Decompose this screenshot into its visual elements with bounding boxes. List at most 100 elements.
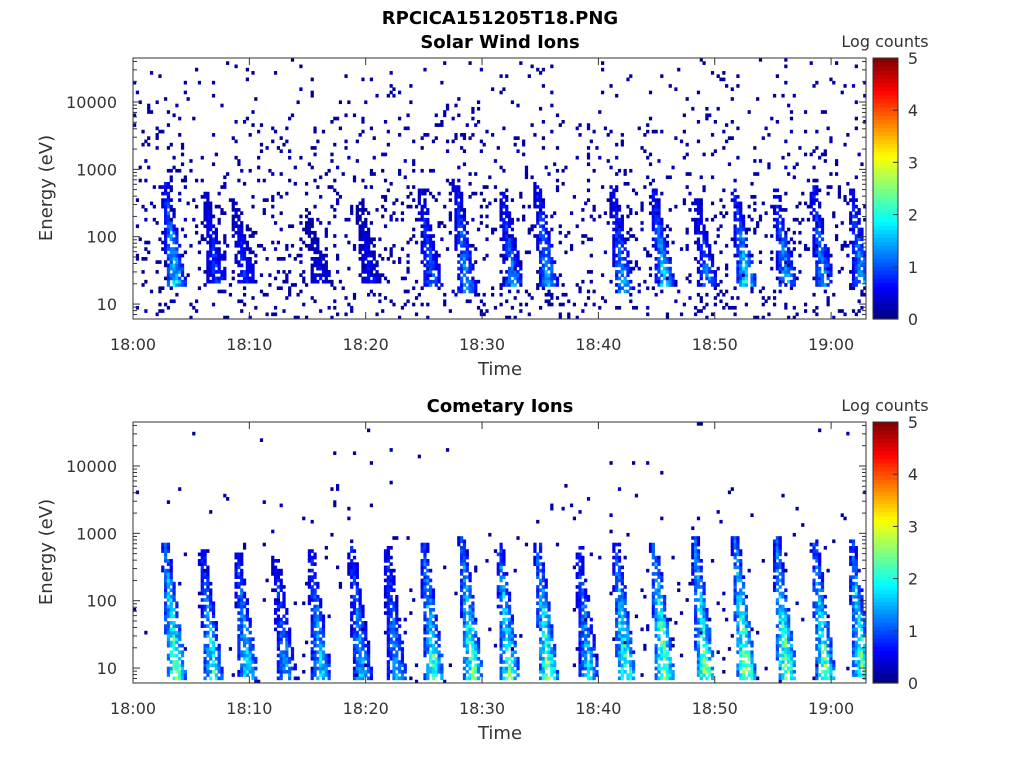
heatmap-cell [299,289,303,294]
heatmap-cell [403,676,407,681]
heatmap-cell [668,266,672,271]
heatmap-cell [462,283,467,287]
heatmap-cell [234,575,238,579]
heatmap-cell [169,250,173,255]
heatmap-cell [465,555,469,560]
heatmap-cell [240,273,244,277]
heatmap-cell [420,594,424,599]
heatmap-cell [259,289,264,294]
heatmap-cell [237,611,241,615]
heatmap-cell [510,279,514,284]
heatmap-cell [499,204,503,209]
heatmap-cell [352,607,357,612]
heatmap-cell [367,428,371,433]
heatmap-cell [457,191,461,196]
heatmap-cell [468,279,472,284]
heatmap-cell [437,253,441,258]
heatmap-cell [660,74,664,78]
heatmap-cell [169,266,173,271]
heatmap-cell [231,217,235,222]
heatmap-cell [169,666,173,671]
heatmap-cell [352,650,357,655]
heatmap-cell [479,660,483,664]
heatmap-cell [169,559,173,563]
heatmap-cell [465,250,469,255]
heatmap-cell [468,257,472,261]
heatmap-cell [544,230,548,235]
heatmap-cell [164,260,168,264]
heatmap-cell [203,581,207,586]
heatmap-cell [147,103,151,108]
heatmap-cell [507,666,512,671]
heatmap-cell [209,663,213,668]
heatmap-cell [502,221,506,225]
heatmap-cell [242,650,247,655]
heatmap-cell [460,201,464,206]
heatmap-cell [705,230,709,235]
heatmap-cell [237,653,241,658]
heatmap-cell [389,562,393,566]
heatmap-cell [753,279,757,284]
heatmap-cell [462,266,467,271]
heatmap-cell [395,617,399,622]
heatmap-cell [854,253,858,258]
heatmap-cell [578,617,582,622]
heatmap-cell [863,279,867,284]
heatmap-cell [626,260,630,264]
heatmap-cell [507,594,512,599]
heatmap-cell [276,634,280,638]
heatmap-cell [736,279,740,284]
heatmap-cell [860,227,864,232]
heatmap-cell [307,162,312,167]
heatmap-cell [389,555,393,560]
heatmap-cell [553,660,557,664]
heatmap-cell [166,266,171,271]
heatmap-cell [643,185,647,189]
heatmap-cell [457,253,461,258]
heatmap-cell [778,276,782,281]
heatmap-cell [166,624,171,628]
heatmap-cell [474,565,478,570]
heatmap-cell [663,243,667,248]
heatmap-cell [510,237,514,242]
heatmap-cell [307,552,312,557]
heatmap-cell [192,198,196,202]
heatmap-cell [358,624,362,628]
heatmap-cell [457,178,461,183]
heatmap-cell [372,172,376,176]
heatmap-cell [460,230,464,235]
heatmap-cell [217,653,221,658]
heatmap-cell [513,247,517,251]
heatmap-cell [513,650,517,655]
heatmap-cell [547,247,551,251]
heatmap-cell [502,201,506,206]
heatmap-cell [544,214,548,219]
heatmap-cell [423,230,427,235]
heatmap-cell [499,211,503,215]
heatmap-cell [335,201,340,206]
heatmap-cell [350,604,354,609]
heatmap-cell [166,559,171,563]
heatmap-cell [502,276,506,281]
heatmap-cell [237,214,241,219]
heatmap-cell [696,198,701,202]
heatmap-cell [753,201,757,206]
heatmap-cell [849,188,853,193]
heatmap-cell [657,221,661,225]
heatmap-cell [708,270,712,274]
heatmap-cell [282,669,286,674]
heatmap-cell [541,578,546,583]
heatmap-cell [369,503,374,508]
heatmap-cell [510,217,514,222]
heatmap-cell [273,588,278,593]
heatmap-cell [257,178,261,183]
heatmap-cell [257,155,261,160]
heatmap-cell [744,230,748,235]
heatmap-cell [457,237,461,242]
heatmap-cell [578,660,582,664]
heatmap-cell [586,188,591,193]
heatmap-cell [772,217,777,222]
heatmap-cell [462,227,467,232]
heatmap-cell [536,585,540,589]
heatmap-cell [423,617,427,622]
